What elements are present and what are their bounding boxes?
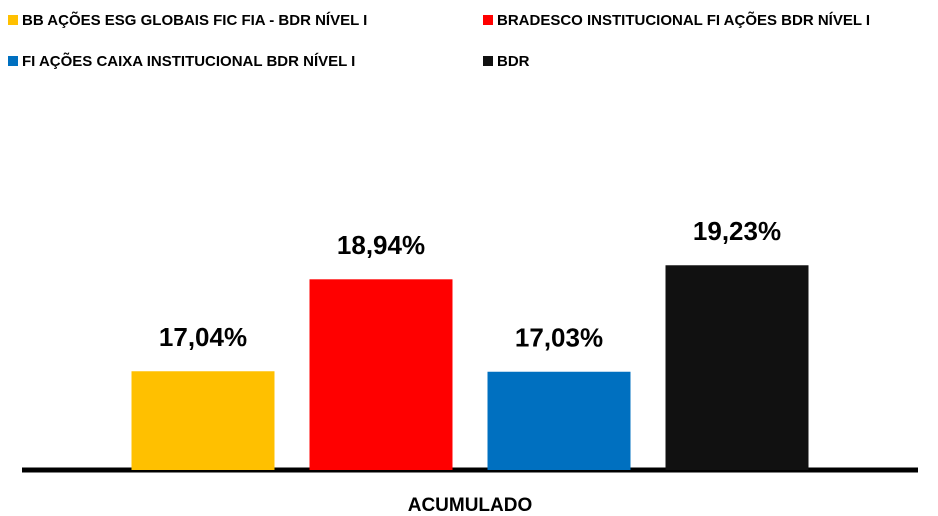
legend-label: FI AÇÕES CAIXA INSTITUCIONAL BDR NÍVEL I [22, 52, 355, 70]
legend-label: BDR [497, 53, 530, 70]
legend-swatch [483, 56, 493, 66]
bar [131, 371, 275, 470]
legend-swatch [8, 56, 18, 66]
legend-swatch [8, 15, 18, 25]
bar [665, 265, 809, 470]
legend-swatch [483, 15, 493, 25]
value-label: 18,94% [337, 230, 425, 260]
legend-label: BB AÇÕES ESG GLOBAIS FIC FIA - BDR NÍVEL… [22, 11, 367, 29]
legend-label: BRADESCO INSTITUCIONAL FI AÇÕES BDR NÍVE… [497, 11, 870, 29]
value-label: 17,04% [159, 322, 247, 352]
value-label: 17,03% [515, 323, 603, 353]
x-tick-label: ACUMULADO [408, 495, 533, 516]
value-label: 19,23% [693, 216, 781, 246]
bar [309, 279, 453, 470]
bar [487, 371, 631, 470]
